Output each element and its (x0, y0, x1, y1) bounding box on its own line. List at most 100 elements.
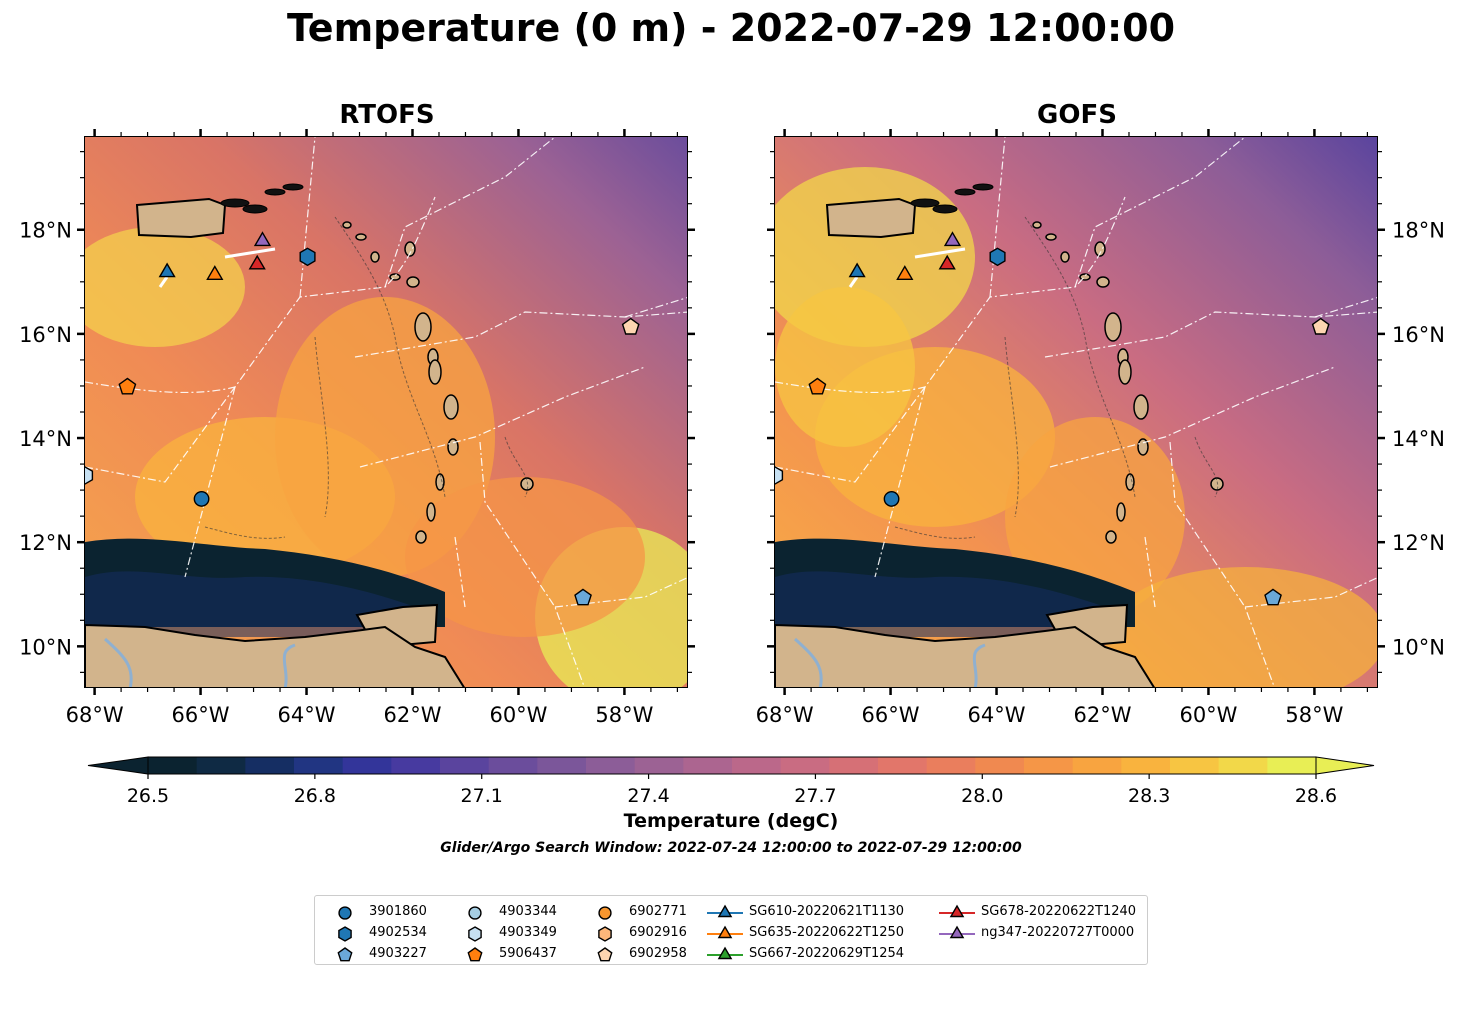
island (520, 477, 534, 491)
legend-marker-icon (338, 926, 352, 942)
eez-boundary (384, 137, 556, 288)
colorbar-segment (829, 757, 879, 774)
legend-label: 6902958 (629, 946, 687, 961)
obs-6902958 (1311, 317, 1330, 335)
bathymetry-contour (894, 526, 976, 539)
map-panel-gofs (774, 136, 1378, 688)
obs-4903349 (85, 466, 94, 485)
island (1137, 438, 1149, 456)
obs-5906437 (118, 377, 137, 395)
lon-tick-label: 64°W (968, 703, 1026, 727)
colorbar-segment (342, 757, 392, 774)
lon-tick-label: 68°W (756, 703, 814, 727)
lon-tick-label: 58°W (595, 703, 653, 727)
colorbar: 26.5 26.8 27.1 27.4 27.7 28.0 28.3 28.6 (87, 756, 1375, 807)
colorbar-segment (196, 757, 246, 774)
colorbar-segment (245, 757, 295, 774)
puerto-rico-land (135, 197, 227, 239)
eez-boundary (1314, 296, 1377, 318)
eez-boundary (624, 296, 687, 318)
colorbar-tick-label: 27.7 (794, 785, 836, 807)
lon-tick-label: 66°W (172, 703, 230, 727)
legend: 3901860 4902534 4903227 4903344 4903349 59064… (314, 895, 1148, 965)
obs-4903227 (1264, 588, 1282, 606)
island (447, 438, 459, 456)
obs-4902534 (299, 247, 316, 267)
legend-label: 6902916 (629, 925, 687, 940)
island (1116, 502, 1126, 522)
legend-label: 4902534 (369, 925, 427, 940)
colorbar-segment (440, 757, 490, 774)
obs-SG678-20220622T1240 (248, 254, 266, 270)
warm-water-patch (775, 287, 915, 447)
island (1105, 530, 1117, 544)
lon-tick-label: 58°W (1285, 703, 1343, 727)
obs-SG635-20220622T1250 (206, 265, 224, 281)
glider-track (158, 276, 169, 288)
colorbar-segment (537, 757, 587, 774)
obs-SG678-20220622T1240 (938, 254, 956, 270)
island (1060, 251, 1070, 263)
legend-label: SG635-20220622T1250 (749, 925, 905, 940)
colorbar-segment (1024, 757, 1074, 774)
bathymetry-contour (1004, 336, 1019, 518)
island (435, 473, 445, 491)
bathymetry-contour (1194, 436, 1219, 498)
eez-boundary (1169, 441, 1275, 687)
colorbar-segment (683, 757, 733, 774)
legend-marker-icon (717, 925, 733, 939)
map-panel-rtofs (84, 136, 688, 688)
glider-track (224, 247, 276, 259)
lon-tick-label: 62°W (1073, 703, 1131, 727)
island (1104, 312, 1122, 342)
island (415, 530, 427, 544)
eez-boundary (359, 366, 646, 468)
lat-tick-label: 16°N (19, 323, 72, 347)
glider-track (914, 247, 966, 259)
river (103, 637, 133, 687)
legend-marker-icon (949, 925, 965, 939)
colorbar-segment (488, 757, 538, 774)
eez-boundary (454, 536, 466, 608)
map-axes: 68°W 66°W 64°W 62°W 60°W 58°W 10°N 12°N 14°N 16°N… (19, 129, 1445, 727)
lat-tick-label: 10°N (1392, 635, 1445, 659)
lon-tick-label: 62°W (383, 703, 441, 727)
obs-6902958 (621, 317, 640, 335)
eez-boundary (1049, 366, 1336, 468)
obs-4902534 (989, 247, 1006, 267)
island (406, 276, 420, 288)
island (428, 359, 442, 385)
legend-marker-icon (338, 906, 352, 920)
legend-marker-icon (717, 946, 733, 960)
island (443, 394, 459, 420)
river (793, 637, 823, 687)
eez-boundary (184, 386, 236, 578)
lat-tick-label: 14°N (1392, 427, 1445, 451)
lon-tick-label: 64°W (278, 703, 336, 727)
figure-title: Temperature (0 m) - 2022-07-29 12:00:00 (286, 6, 1176, 50)
warm-water-patch (85, 227, 245, 347)
colorbar-segment (780, 757, 830, 774)
lon-tick-label: 60°W (1179, 703, 1237, 727)
lat-tick-label: 10°N (19, 635, 72, 659)
island (342, 221, 352, 229)
colorbar-segment (391, 757, 441, 774)
legend-marker-icon (717, 904, 733, 918)
island (1125, 473, 1135, 491)
lat-tick-label: 16°N (1392, 323, 1445, 347)
colorbar-segment (1218, 757, 1268, 774)
eez-boundary (1044, 311, 1377, 358)
legend-marker-icon (598, 926, 612, 942)
bathymetry-contour (204, 526, 286, 539)
colorbar-tick-label: 28.6 (1295, 785, 1337, 807)
island (426, 502, 436, 522)
obs-SG635-20220622T1250 (896, 265, 914, 281)
legend-label: 4903349 (499, 925, 557, 940)
colorbar-tick-label: 26.8 (294, 785, 336, 807)
legend-marker-icon (949, 904, 965, 918)
puerto-rico-land (825, 197, 917, 239)
lat-tick-label: 18°N (19, 219, 72, 243)
colorbar-tick-label: 26.5 (127, 785, 169, 807)
obs-4903349 (775, 466, 784, 485)
island (355, 233, 367, 241)
